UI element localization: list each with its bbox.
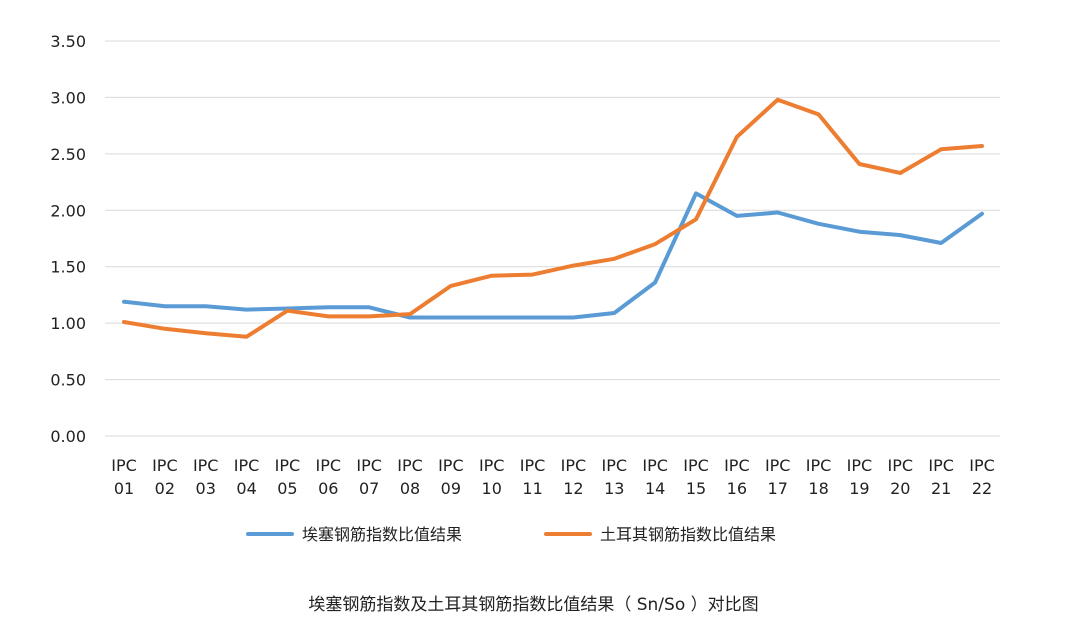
x-tick-label-number: 06	[318, 479, 338, 498]
series-line-1	[122, 191, 984, 320]
x-tick-label-number: 21	[931, 479, 951, 498]
x-tick-label-number: 15	[686, 479, 706, 498]
y-tick-label: 0.00	[50, 427, 86, 446]
x-tick-label: IPC	[847, 456, 873, 475]
x-tick-label: IPC	[724, 456, 750, 475]
y-tick-label: 2.50	[50, 145, 86, 164]
x-tick-label-number: 11	[522, 479, 542, 498]
x-tick-label: IPC	[111, 456, 137, 475]
legend: 埃塞钢筋指数比值结果 土耳其钢筋指数比值结果	[246, 525, 776, 544]
x-tick-label: IPC	[765, 456, 791, 475]
x-tick-label-number: 01	[114, 479, 134, 498]
x-tick-label: IPC	[520, 456, 546, 475]
y-tick-label: 1.00	[50, 314, 86, 333]
x-tick-label: IPC	[275, 456, 301, 475]
x-tick-label-number: 08	[400, 479, 420, 498]
x-tick-label: IPC	[316, 456, 342, 475]
x-tick-label-number: 03	[196, 479, 216, 498]
y-tick-label: 1.50	[50, 258, 86, 277]
series-lines	[122, 97, 984, 339]
x-tick-label-number: 05	[277, 479, 297, 498]
x-tick-label-number: 04	[236, 479, 256, 498]
x-tick-label-number: 02	[155, 479, 175, 498]
y-tick-label: 3.50	[50, 32, 86, 51]
x-tick-label: IPC	[438, 456, 464, 475]
x-tick-label: IPC	[152, 456, 178, 475]
x-tick-label: IPC	[356, 456, 382, 475]
line-chart: 0.000.501.001.502.002.503.003.50 IPC01IP…	[50, 32, 1000, 544]
y-tick-label: 0.50	[50, 371, 86, 390]
y-axis-ticks: 0.00 0.50 1.00 1.50 2.00 2.50 3.00 3.50	[50, 32, 86, 446]
series-line-2	[122, 97, 984, 339]
x-tick-label-number: 12	[563, 479, 583, 498]
x-tick-label: IPC	[888, 456, 914, 475]
x-tick-label-number: 18	[808, 479, 828, 498]
legend-label-1: 埃塞钢筋指数比值结果	[302, 525, 462, 544]
y-tick-label: 3.00	[50, 88, 86, 107]
x-tick-label: IPC	[969, 456, 995, 475]
x-tick-label-number: 14	[645, 479, 665, 498]
x-tick-label-number: 20	[890, 479, 910, 498]
x-tick-label-number: 10	[482, 479, 502, 498]
x-tick-label: IPC	[479, 456, 505, 475]
x-tick-label: IPC	[642, 456, 668, 475]
x-tick-label: IPC	[397, 456, 423, 475]
chart-caption: 埃塞钢筋指数及土耳其钢筋指数比值结果（ Sn/So ）对比图	[308, 595, 759, 615]
gridlines	[105, 40, 1000, 437]
x-tick-label: IPC	[234, 456, 260, 475]
x-tick-label-number: 19	[849, 479, 869, 498]
x-tick-label: IPC	[561, 456, 587, 475]
x-tick-label: IPC	[683, 456, 709, 475]
x-tick-label-number: 09	[441, 479, 461, 498]
x-tick-label-number: 17	[768, 479, 788, 498]
x-axis-ticks: IPC 01 IPC 02 IPC 03 IPC 04 IPC 05 IPC 06 IPC 07 IPC 08…	[111, 456, 995, 498]
x-tick-label: IPC	[193, 456, 219, 475]
x-tick-label-number: 13	[604, 479, 624, 498]
x-tick-label-number: 16	[727, 479, 747, 498]
y-tick-label: 2.00	[50, 201, 86, 220]
x-tick-label-number: 07	[359, 479, 379, 498]
x-tick-label-number: 22	[972, 479, 992, 498]
legend-label-2: 土耳其钢筋指数比值结果	[600, 525, 776, 544]
x-tick-label: IPC	[806, 456, 832, 475]
x-tick-label: IPC	[928, 456, 954, 475]
x-tick-label: IPC	[602, 456, 628, 475]
